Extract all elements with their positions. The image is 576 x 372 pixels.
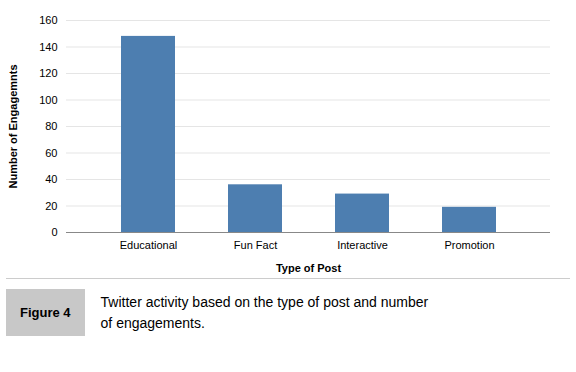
svg-text:20: 20 [45, 200, 57, 212]
svg-text:Fun Fact: Fun Fact [234, 239, 277, 251]
html-text:Figure 4: Figure 4 [20, 305, 71, 320]
svg-text:80: 80 [45, 120, 57, 132]
svg-text:100: 100 [39, 94, 57, 106]
svg-text:120: 120 [39, 67, 57, 79]
svg-text:Number of Engagemnts: Number of Engagemnts [7, 64, 19, 188]
svg-text:140: 140 [39, 41, 57, 53]
svg-text:Educational: Educational [120, 239, 178, 251]
svg-text:Type of Post: Type of Post [276, 262, 342, 274]
svg-text:40: 40 [45, 173, 57, 185]
svg-text:Interactive: Interactive [337, 239, 388, 251]
svg-text:60: 60 [45, 147, 57, 159]
svg-text:Promotion: Promotion [444, 239, 494, 251]
html-text:Twitter activity based on the: Twitter activity based on the type of po… [100, 293, 429, 331]
svg-text:160: 160 [39, 14, 57, 26]
svg-text:0: 0 [51, 226, 57, 238]
